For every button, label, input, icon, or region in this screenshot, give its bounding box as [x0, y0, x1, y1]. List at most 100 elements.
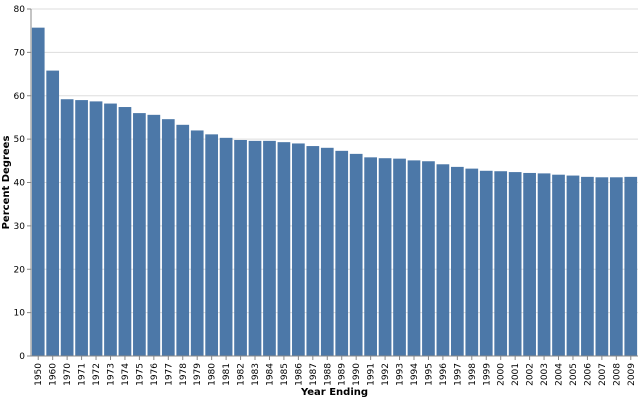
bar-2008: [609, 177, 623, 356]
x-tick-label: 2006: [583, 363, 593, 386]
bar-1978: [176, 124, 190, 356]
y-tick-label: 80: [14, 5, 26, 15]
x-tick-label: 1989: [338, 363, 348, 386]
bar-2009: [624, 176, 638, 356]
y-tick-label: 40: [14, 179, 26, 189]
x-tick-label: 2007: [598, 363, 608, 386]
x-tick-label: 1980: [208, 363, 218, 386]
x-axis-title: Year Ending: [300, 387, 368, 398]
bar-1976: [147, 114, 161, 357]
x-tick-label: 1999: [482, 363, 492, 386]
x-tick-label: 1960: [49, 363, 59, 386]
x-tick-label: 1993: [396, 363, 406, 386]
bar-1980: [205, 134, 219, 356]
bars: [31, 27, 638, 357]
x-tick-label: 1977: [164, 363, 174, 386]
bar-1973: [104, 103, 117, 357]
x-tick-label: 2004: [555, 363, 565, 386]
x-tick-label: 2003: [540, 363, 550, 386]
x-tick-label: 1950: [34, 363, 44, 386]
x-tick-label: 1991: [367, 363, 377, 386]
bar-1991: [364, 157, 377, 356]
bar-1974: [118, 107, 132, 356]
x-tick-labels: 1950 1960 1970 1971 1972 1973 1974 1975 1976 1977…: [34, 356, 637, 386]
bar-1995: [422, 161, 435, 356]
bar-1998: [465, 168, 479, 356]
x-tick-label: 1975: [135, 363, 145, 386]
x-tick-label: 1978: [179, 363, 189, 386]
x-tick-label: 2000: [497, 363, 507, 386]
x-tick-label: 2002: [526, 363, 536, 386]
bar-1997: [450, 166, 464, 356]
bar-1990: [349, 153, 363, 356]
bar-1988: [320, 147, 334, 356]
y-tick-label: 70: [14, 48, 26, 58]
x-tick-label: 1992: [381, 363, 391, 386]
x-tick-label: 2005: [569, 363, 579, 386]
bar-1989: [335, 150, 349, 356]
bar-2002: [523, 172, 536, 356]
x-tick-label: 2001: [511, 363, 521, 386]
y-tick-label: 60: [14, 92, 26, 102]
x-tick-label: 1979: [193, 363, 203, 386]
bar-1992: [378, 158, 392, 356]
bar-1982: [234, 139, 247, 356]
x-tick-label: 1976: [150, 363, 160, 386]
bar-2001: [508, 172, 522, 356]
x-tick-label: 1974: [121, 363, 131, 386]
bar-1983: [248, 140, 262, 356]
bar-1975: [133, 113, 146, 356]
bar-1971: [75, 100, 88, 357]
y-axis-title: Percent Degrees: [1, 136, 12, 230]
x-tick-label: 1994: [410, 363, 420, 386]
x-tick-label: 1997: [453, 363, 463, 386]
y-tick-labels: 0 10 20 30 40 50 60 70 80: [14, 5, 31, 362]
x-tick-label: 1972: [92, 363, 102, 386]
x-tick-label: 1996: [439, 363, 449, 386]
bar-2004: [552, 174, 565, 356]
bar-1970: [60, 99, 74, 356]
y-tick-label: 50: [14, 135, 26, 145]
x-tick-label: 1995: [424, 363, 434, 386]
x-tick-label: 1986: [294, 363, 304, 386]
x-tick-label: 1982: [237, 363, 247, 386]
bar-2003: [537, 173, 551, 356]
bar-1999: [479, 170, 493, 356]
bar-1977: [161, 119, 175, 356]
bar-1987: [306, 146, 320, 356]
bar-2007: [595, 177, 609, 356]
bar-1984: [263, 140, 276, 356]
bar-1986: [292, 143, 305, 356]
x-tick-label: 1971: [78, 363, 88, 386]
y-tick-label: 20: [14, 265, 26, 275]
bar-2005: [566, 175, 580, 356]
bar-1996: [436, 164, 450, 356]
x-tick-label: 1998: [468, 363, 478, 386]
x-tick-label: 1985: [280, 363, 290, 386]
x-tick-label: 1970: [63, 363, 73, 386]
bar-1985: [277, 142, 291, 356]
x-tick-label: 2008: [612, 363, 622, 386]
x-tick-label: 1988: [323, 363, 333, 386]
bar-2006: [581, 176, 594, 356]
y-tick-label: 0: [19, 352, 25, 362]
x-tick-label: 1990: [352, 363, 362, 386]
x-tick-label: 1973: [106, 363, 116, 386]
bar-1994: [407, 160, 421, 356]
y-tick-label: 10: [14, 309, 26, 319]
x-tick-label: 1981: [222, 363, 232, 386]
bar-1960: [46, 70, 60, 356]
bar-1993: [393, 158, 406, 356]
bar-1981: [219, 137, 233, 356]
x-tick-label: 1984: [265, 363, 275, 386]
x-tick-label: 1987: [309, 363, 319, 386]
x-tick-label: 1983: [251, 363, 261, 386]
bar-1972: [89, 101, 103, 356]
bar-1979: [190, 130, 204, 356]
bar-1950: [31, 27, 45, 357]
gridlines: [31, 8, 638, 357]
x-tick-label: 2009: [627, 363, 637, 386]
bar-2000: [494, 171, 508, 356]
y-tick-label: 30: [14, 222, 26, 232]
